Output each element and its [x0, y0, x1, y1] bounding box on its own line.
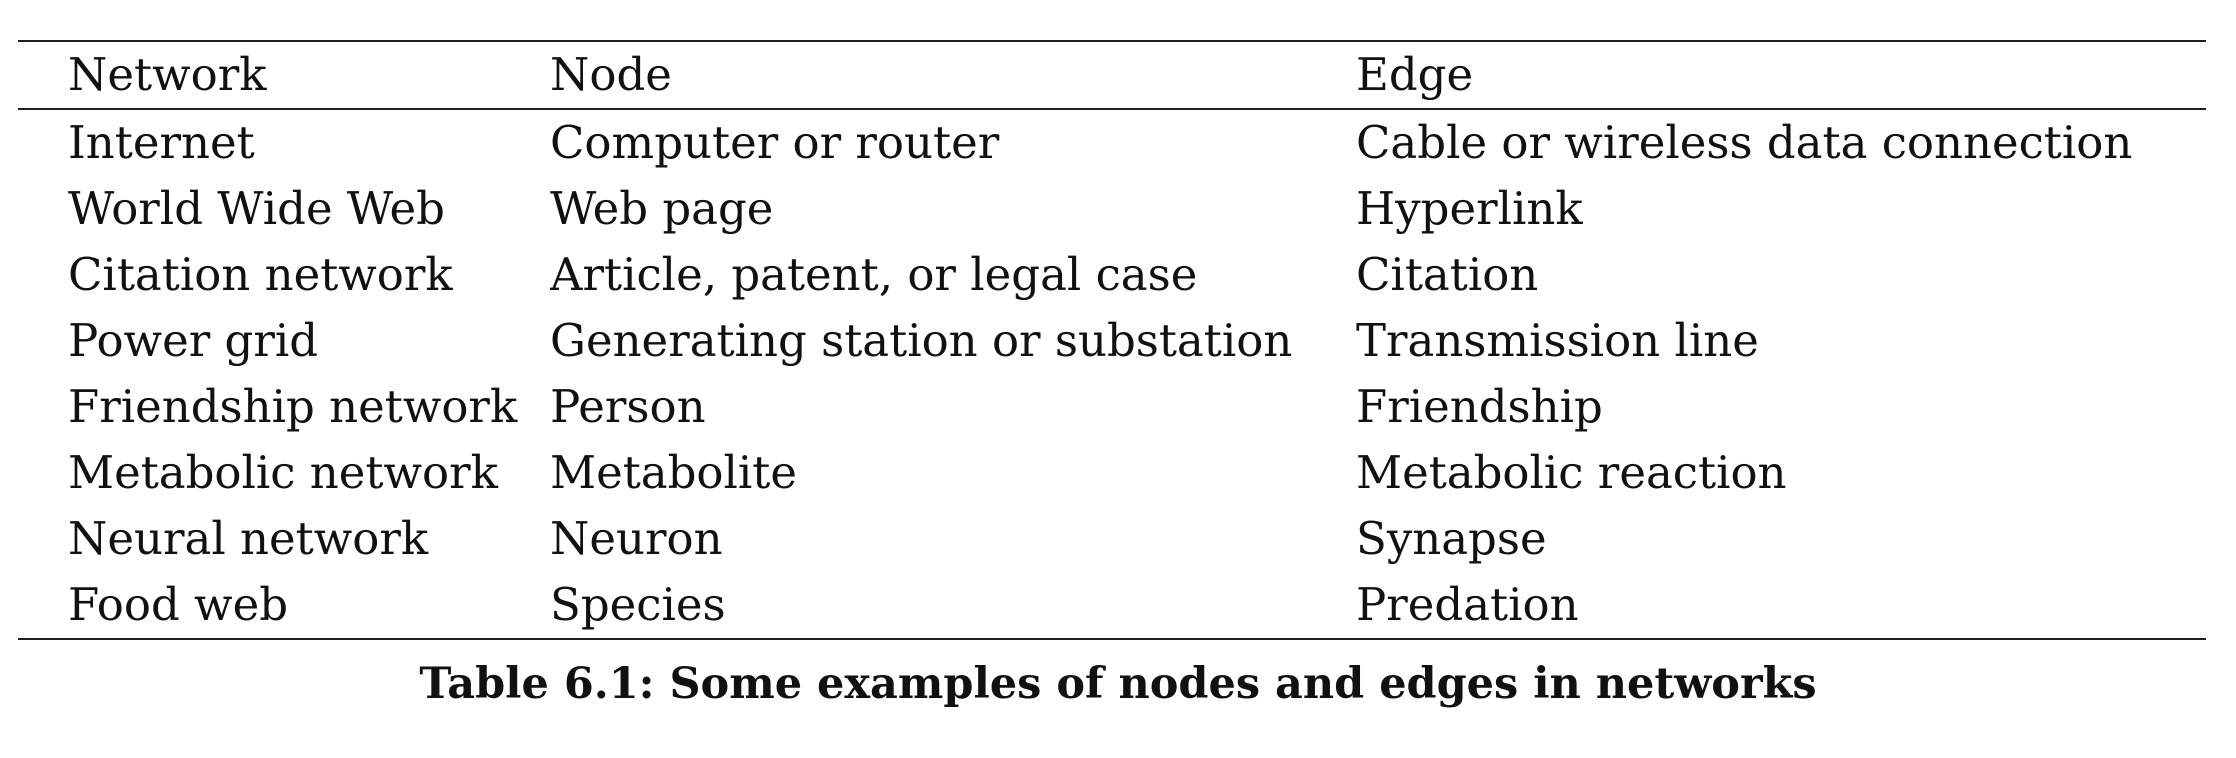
- table-row: Citation network Article, patent, or leg…: [18, 242, 2206, 308]
- cell-node: Metabolite: [550, 446, 798, 499]
- table-body-wrap: Internet Computer or router Cable or wir…: [18, 110, 2206, 638]
- cell-node: Species: [550, 578, 726, 631]
- table-row: World Wide Web Web page Hyperlink: [18, 176, 2206, 242]
- cell-network: Metabolic network: [68, 446, 498, 499]
- cell-node: Article, patent, or legal case: [550, 248, 1198, 301]
- cell-edge: Cable or wireless data connection: [1356, 116, 2133, 169]
- cell-edge: Friendship: [1356, 380, 1603, 433]
- table-row: Friendship network Person Friendship: [18, 374, 2206, 440]
- table-row: Power grid Generating station or substat…: [18, 308, 2206, 374]
- bottom-rule: [18, 638, 2206, 640]
- table-header: Network Node Edge: [18, 42, 2206, 108]
- cell-network: Friendship network: [68, 380, 518, 433]
- cell-edge: Predation: [1356, 578, 1579, 631]
- cell-network: Internet: [68, 116, 255, 169]
- cell-node: Computer or router: [550, 116, 1000, 169]
- network-examples-table: Network Node Edge Internet Computer or r…: [18, 40, 2206, 640]
- table-row: Neural network Neuron Synapse: [18, 506, 2206, 572]
- cell-node: Web page: [550, 182, 774, 235]
- cell-network: World Wide Web: [68, 182, 445, 235]
- cell-edge: Citation: [1356, 248, 1539, 301]
- cell-edge: Metabolic reaction: [1356, 446, 1787, 499]
- cell-network: Power grid: [68, 314, 319, 367]
- cell-node: Neuron: [550, 512, 723, 565]
- table-row: Food web Species Predation: [18, 572, 2206, 638]
- table-row: Internet Computer or router Cable or wir…: [18, 110, 2206, 176]
- cell-edge: Hyperlink: [1356, 182, 1583, 235]
- top-rule: [18, 40, 2206, 42]
- header-row: Network Node Edge: [18, 42, 2206, 108]
- table-body: Internet Computer or router Cable or wir…: [18, 110, 2206, 638]
- cell-network: Neural network: [68, 512, 429, 565]
- header-node: Node: [550, 48, 672, 101]
- cell-network: Food web: [68, 578, 289, 631]
- header-rule: [18, 108, 2206, 110]
- cell-node: Person: [550, 380, 706, 433]
- cell-network: Citation network: [68, 248, 453, 301]
- table: Network Node Edge: [18, 42, 2206, 108]
- table-caption: Table 6.1: Some examples of nodes and ed…: [419, 659, 1817, 709]
- table-row: Metabolic network Metabolite Metabolic r…: [18, 440, 2206, 506]
- cell-edge: Synapse: [1356, 512, 1547, 565]
- header-network: Network: [68, 48, 267, 101]
- cell-edge: Transmission line: [1356, 314, 1759, 367]
- cell-node: Generating station or substation: [550, 314, 1293, 367]
- header-edge: Edge: [1356, 48, 1474, 101]
